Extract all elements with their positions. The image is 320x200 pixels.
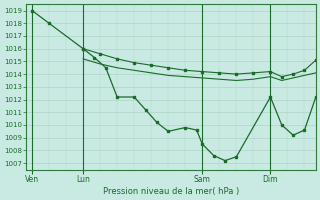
X-axis label: Pression niveau de la mer( hPa ): Pression niveau de la mer( hPa ) — [103, 187, 239, 196]
